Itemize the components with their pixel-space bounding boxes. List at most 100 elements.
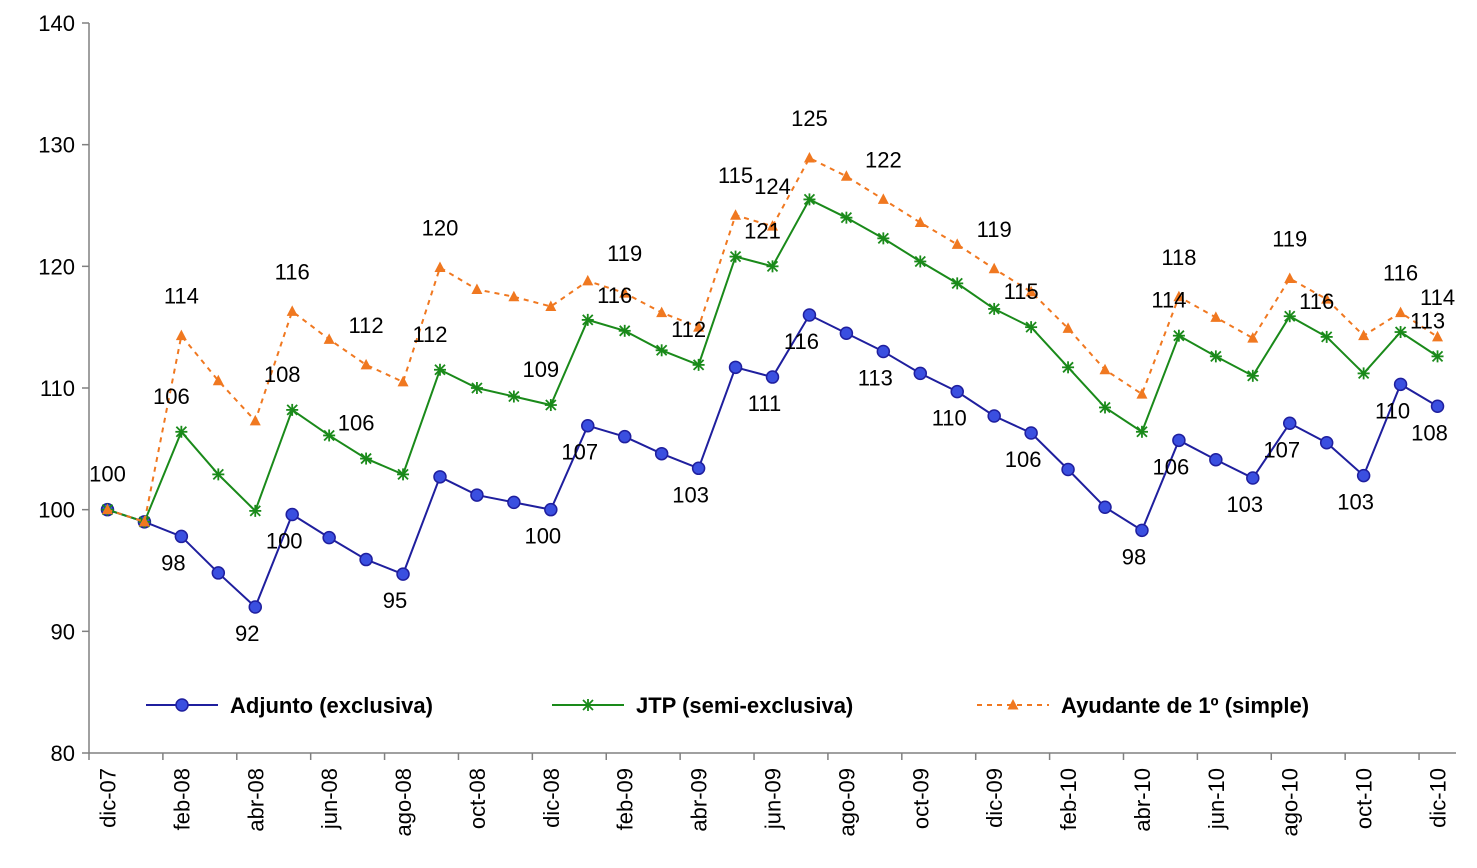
series-1-point	[1098, 500, 1112, 514]
series-2-point	[914, 255, 927, 268]
legend-item-1: Adjunto (exclusiva)	[146, 693, 433, 718]
legend-label: JTP (semi-exclusiva)	[636, 693, 853, 718]
series-1-point	[876, 344, 891, 359]
series-1-point	[174, 529, 189, 544]
y-tick-label: 90	[51, 619, 75, 644]
series-2-point	[803, 193, 816, 206]
series-2-line	[107, 198, 1439, 524]
x-tick-label: oct-09	[908, 768, 933, 829]
x-tick-label: feb-09	[613, 768, 638, 830]
series-3-data-label: 115	[718, 163, 753, 188]
x-tick-label: abr-10	[1130, 768, 1155, 832]
series-1-point	[1135, 523, 1149, 538]
series-2-point	[249, 504, 262, 517]
series-1-point	[802, 308, 817, 322]
series-2-point	[692, 358, 705, 371]
series-3-point	[951, 238, 963, 249]
series-2-point	[360, 452, 373, 465]
series-2-data-label: 116	[1299, 289, 1334, 314]
y-tick-label: 100	[38, 498, 75, 523]
series-2-data-label: 113	[1410, 308, 1445, 333]
series-2-point	[286, 403, 299, 416]
series-2-point	[1357, 367, 1370, 380]
data-labels-layer: 100 98 92 100 95 100 107 103 111 116 113 110 106 98 10…	[89, 106, 1455, 646]
series-3-point	[656, 306, 668, 318]
series-1-point	[987, 409, 1001, 423]
series-1-point	[1024, 426, 1038, 440]
series-1-data-label: 100	[266, 529, 303, 554]
series-2-point	[655, 344, 668, 357]
series-1-line	[107, 313, 1439, 609]
series-2-point	[175, 425, 188, 438]
series-1	[100, 308, 1445, 614]
series-1-point	[1319, 436, 1334, 450]
series-3-point	[1210, 311, 1222, 322]
series-2-data-label: 106	[338, 411, 375, 436]
series-1-point	[1282, 416, 1297, 431]
series-2	[101, 193, 1444, 528]
series-2-point	[212, 468, 225, 481]
series-3	[101, 152, 1444, 527]
series-2-point	[988, 302, 1001, 315]
x-tick-label: jun-08	[317, 768, 342, 830]
series-2-point	[507, 390, 520, 403]
series-2-data-label: 112	[412, 322, 447, 347]
series-3-point	[508, 290, 520, 302]
series-1-data-label: 110	[1375, 398, 1410, 423]
series-3-line	[107, 156, 1439, 524]
series-2-point	[1209, 350, 1222, 363]
series-1-point	[248, 600, 263, 614]
series-1-point	[617, 429, 632, 444]
series-3-point	[212, 374, 224, 386]
series-2-point	[618, 324, 631, 337]
series-1-data-label: 107	[1263, 437, 1300, 462]
x-tick-label: dic-08	[539, 768, 564, 828]
series-3-point	[286, 305, 298, 316]
series-1-point	[581, 418, 595, 433]
series-1-point	[359, 552, 373, 567]
series-1-data-label: 103	[672, 482, 709, 507]
series-2-point	[766, 260, 779, 273]
legend-marker	[582, 699, 594, 711]
series-1-data-label: 106	[1005, 447, 1042, 472]
series-1-point	[913, 366, 928, 381]
series-3-data-label: 112	[349, 313, 384, 338]
series-3-point	[101, 503, 113, 515]
series-1-data-label: 100	[524, 524, 561, 549]
series-2-data-label: 112	[671, 317, 706, 342]
series-2-point	[1431, 350, 1444, 363]
legend: Adjunto (exclusiva) JTP (semi-exclusiva) A…	[146, 693, 1309, 718]
series-1-point	[322, 530, 336, 545]
series-3-point	[323, 333, 335, 344]
series-2-data-label: 109	[522, 357, 559, 382]
series-2-point	[1025, 321, 1038, 334]
series-3-data-label: 116	[275, 259, 310, 284]
series-2-point	[1062, 361, 1075, 374]
series-1-point	[507, 495, 521, 510]
series-1-point	[1430, 399, 1445, 413]
series-1-data-label: 98	[1122, 544, 1146, 569]
series-3-data-label: 122	[865, 147, 902, 172]
series-1-point	[1246, 471, 1260, 485]
series-1-data-label: 98	[161, 550, 185, 575]
series-2-point	[1283, 310, 1296, 323]
y-axis-tick-labels: 80 90 100 110 120 130 140	[38, 11, 75, 766]
series-1-point	[950, 384, 964, 399]
series-1-data-label: 111	[748, 391, 781, 416]
series-3-point	[1284, 272, 1296, 283]
series-3-point	[914, 216, 926, 228]
x-tick-label: abr-08	[243, 768, 268, 832]
x-tick-label: abr-09	[687, 768, 712, 832]
series-3-point	[803, 152, 815, 163]
legend-item-3: Ayudante de 1º (simple)	[977, 693, 1309, 718]
series-3-point	[397, 375, 409, 387]
y-tick-label: 80	[51, 741, 75, 766]
series-3-point	[1432, 330, 1444, 342]
series-3-point	[840, 170, 852, 181]
series-1-data-label: 103	[1226, 492, 1263, 517]
series-2-point	[840, 211, 853, 224]
series-2-point	[470, 382, 483, 394]
series-2-point	[433, 363, 446, 376]
legend-label: Adjunto (exclusiva)	[230, 693, 433, 718]
series-1-data-label: 92	[235, 621, 259, 646]
